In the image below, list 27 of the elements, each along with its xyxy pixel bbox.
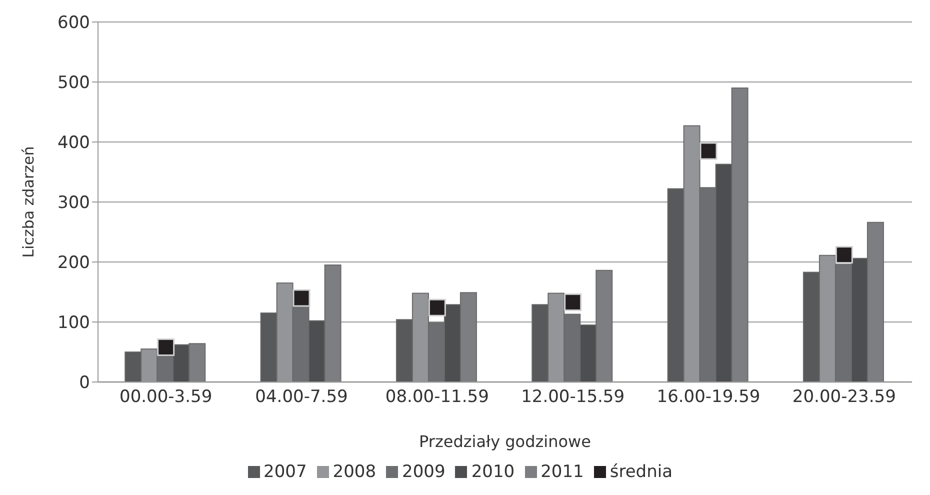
x-tick-label: 08.00-11.59 [385,387,489,408]
x-axis-title: Przedziały godzinowe [419,432,591,451]
x-tick-label: 00.00-3.59 [120,387,212,408]
y-tick-label: 600 [58,13,90,34]
point [835,246,853,264]
point [564,293,582,311]
y-axis-title: Liczba zdarzeń [19,146,38,258]
point [700,142,718,160]
legend-label: 2007 [264,462,307,482]
legend-label: 2009 [402,462,446,482]
x-tick-label: 20.00-23.59 [792,387,896,408]
y-tick-label: 200 [58,253,90,274]
x-tick-label: 16.00-19.59 [656,387,760,408]
x-tick-label: 04.00-7.59 [255,387,348,408]
y-tick-label: 500 [58,73,90,94]
y-tick-label: 100 [58,313,90,334]
legend-label: 2011 [540,462,584,482]
point [428,298,446,316]
legend-label: 2010 [471,462,515,482]
y-tick-label: 300 [58,193,90,214]
legend-label: 2008 [332,462,376,482]
legend-label: średnia [610,462,672,482]
point [157,338,175,356]
y-tick-label: 0 [79,373,90,394]
x-tick-label: 12.00-15.59 [521,387,625,408]
y-tick-label: 400 [58,133,90,154]
point [292,289,310,307]
